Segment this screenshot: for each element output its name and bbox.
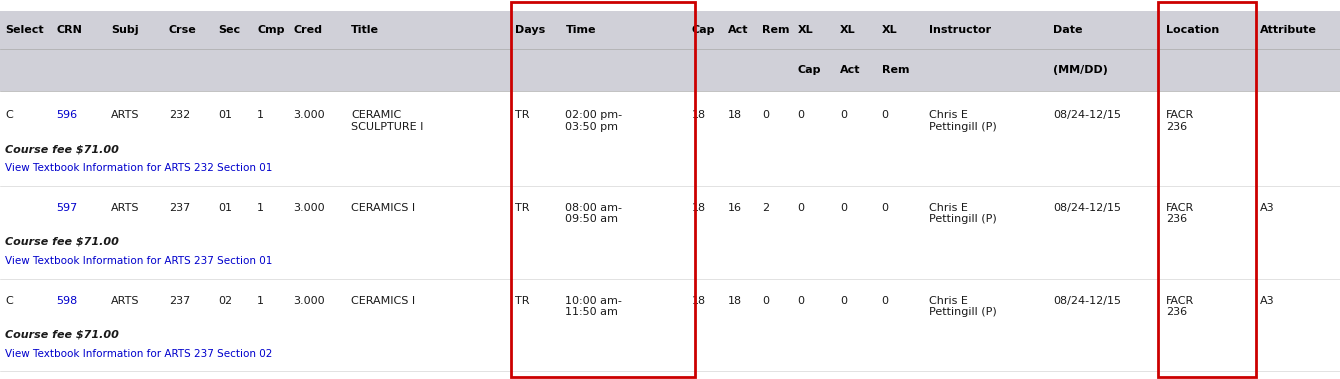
Text: 10:00 am-
11:50 am: 10:00 am- 11:50 am — [565, 296, 622, 317]
Text: 2: 2 — [762, 203, 769, 213]
Text: 0: 0 — [762, 110, 769, 120]
Text: Chris E
Pettingill (P): Chris E Pettingill (P) — [929, 296, 997, 317]
Text: Act: Act — [840, 65, 860, 75]
Text: 0: 0 — [840, 203, 847, 213]
Text: 0: 0 — [882, 203, 888, 213]
Text: 18: 18 — [728, 296, 742, 305]
Text: A3: A3 — [1260, 203, 1274, 213]
Text: View Textbook Information for ARTS 237 Section 01: View Textbook Information for ARTS 237 S… — [5, 256, 273, 266]
Text: 3.000: 3.000 — [293, 296, 326, 305]
Text: 3.000: 3.000 — [293, 110, 326, 120]
Text: XL: XL — [797, 25, 813, 35]
Text: Course fee $71.00: Course fee $71.00 — [5, 144, 119, 154]
Text: 16: 16 — [728, 203, 741, 213]
Text: Rem: Rem — [882, 65, 910, 75]
Text: XL: XL — [840, 25, 856, 35]
Text: 08/24-12/15: 08/24-12/15 — [1053, 110, 1122, 120]
Text: 3.000: 3.000 — [293, 203, 326, 213]
Text: 0: 0 — [797, 110, 804, 120]
Text: FACR
236: FACR 236 — [1166, 110, 1194, 132]
Text: 0: 0 — [840, 110, 847, 120]
Text: ARTS: ARTS — [111, 296, 139, 305]
Text: 02:00 pm-
03:50 pm: 02:00 pm- 03:50 pm — [565, 110, 623, 132]
Text: 18: 18 — [691, 203, 706, 213]
Text: 237: 237 — [169, 203, 190, 213]
Text: Title: Title — [351, 25, 379, 35]
Text: (MM/DD): (MM/DD) — [1053, 65, 1108, 75]
Text: 1: 1 — [257, 296, 264, 305]
Text: 18: 18 — [691, 296, 706, 305]
Text: TR: TR — [515, 296, 529, 305]
Text: CERAMIC
SCULPTURE I: CERAMIC SCULPTURE I — [351, 110, 423, 132]
Text: Attribute: Attribute — [1260, 25, 1316, 35]
Text: 1: 1 — [257, 203, 264, 213]
Text: Chris E
Pettingill (P): Chris E Pettingill (P) — [929, 110, 997, 132]
Text: Time: Time — [565, 25, 596, 35]
Text: 0: 0 — [762, 296, 769, 305]
Text: FACR
236: FACR 236 — [1166, 203, 1194, 224]
Text: Course fee $71.00: Course fee $71.00 — [5, 237, 119, 247]
Text: Cap: Cap — [691, 25, 716, 35]
Text: FACR
236: FACR 236 — [1166, 296, 1194, 317]
Text: 0: 0 — [797, 203, 804, 213]
Text: Subj: Subj — [111, 25, 139, 35]
Text: Select: Select — [5, 25, 44, 35]
Text: View Textbook Information for ARTS 237 Section 02: View Textbook Information for ARTS 237 S… — [5, 349, 273, 359]
Text: CERAMICS I: CERAMICS I — [351, 296, 415, 305]
Text: Location: Location — [1166, 25, 1219, 35]
Text: Chris E
Pettingill (P): Chris E Pettingill (P) — [929, 203, 997, 224]
Text: 232: 232 — [169, 110, 190, 120]
Text: Cap: Cap — [797, 65, 821, 75]
Bar — [1158, 2, 1256, 377]
Text: CRN: CRN — [56, 25, 82, 35]
Text: 596: 596 — [56, 110, 78, 120]
Text: Instructor: Instructor — [929, 25, 990, 35]
Text: 0: 0 — [840, 296, 847, 305]
Text: Act: Act — [728, 25, 748, 35]
Text: Crse: Crse — [169, 25, 197, 35]
Text: Cmp: Cmp — [257, 25, 285, 35]
Text: Date: Date — [1053, 25, 1083, 35]
Text: TR: TR — [515, 110, 529, 120]
Text: ARTS: ARTS — [111, 203, 139, 213]
Text: 02: 02 — [218, 296, 233, 305]
Text: View Textbook Information for ARTS 232 Section 01: View Textbook Information for ARTS 232 S… — [5, 163, 273, 173]
Text: 01: 01 — [218, 110, 232, 120]
Text: 08/24-12/15: 08/24-12/15 — [1053, 203, 1122, 213]
Text: 1: 1 — [257, 110, 264, 120]
Text: 01: 01 — [218, 203, 232, 213]
Text: 18: 18 — [728, 110, 742, 120]
Text: 237: 237 — [169, 296, 190, 305]
Text: 0: 0 — [882, 296, 888, 305]
Bar — [0, 11, 1340, 91]
Text: 08:00 am-
09:50 am: 08:00 am- 09:50 am — [565, 203, 623, 224]
Text: XL: XL — [882, 25, 898, 35]
Text: Course fee $71.00: Course fee $71.00 — [5, 330, 119, 340]
Text: Sec: Sec — [218, 25, 241, 35]
Text: 08/24-12/15: 08/24-12/15 — [1053, 296, 1122, 305]
Text: 597: 597 — [56, 203, 78, 213]
Text: 0: 0 — [797, 296, 804, 305]
Text: 18: 18 — [691, 110, 706, 120]
Text: ARTS: ARTS — [111, 110, 139, 120]
Bar — [511, 2, 695, 377]
Text: 598: 598 — [56, 296, 78, 305]
Text: C: C — [5, 296, 13, 305]
Text: Rem: Rem — [762, 25, 791, 35]
Text: Days: Days — [515, 25, 545, 35]
Text: TR: TR — [515, 203, 529, 213]
Text: 0: 0 — [882, 110, 888, 120]
Text: Cred: Cred — [293, 25, 323, 35]
Text: CERAMICS I: CERAMICS I — [351, 203, 415, 213]
Text: C: C — [5, 110, 13, 120]
Text: A3: A3 — [1260, 296, 1274, 305]
